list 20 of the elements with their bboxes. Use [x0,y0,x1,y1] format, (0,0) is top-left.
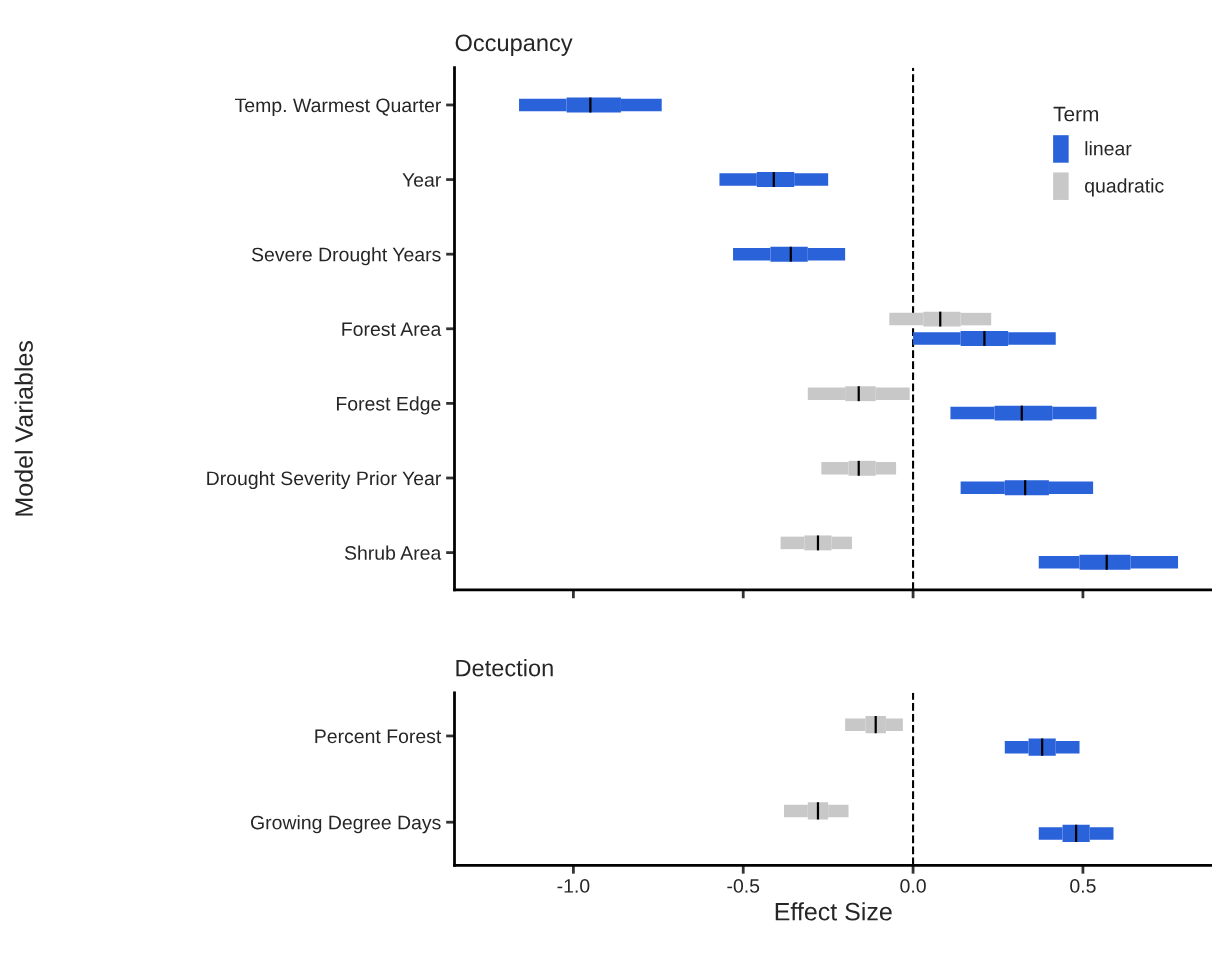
x-tick-label: -0.5 [727,879,760,893]
y-tick-label: Severe Drought Years [251,247,441,266]
y-tick-label: Temp. Warmest Quarter [235,98,441,117]
y-tick-label: Forest Area [342,322,442,337]
y-tick-label: Growing Degree Days [251,815,441,834]
x-tick-label: 0.5 [1070,879,1096,893]
x-tick-label: -1.0 [557,879,590,893]
legend-label: quadratic [1085,178,1164,197]
legend-label: linear [1085,141,1132,156]
x-tick-label: 0.0 [900,879,926,893]
x-axis-title: Effect Size [775,902,892,921]
chart-title: Occupancy [455,34,573,56]
legend-title: Term [1053,106,1099,122]
y-tick-label: Year [402,173,441,187]
y-tick-label: Drought Severity Prior Year [207,470,441,490]
y-tick-label: Forest Edge [336,396,441,415]
y-axis-title: Model Variables [14,341,33,516]
chart-title: Detection [456,659,553,677]
y-tick-label: Shrub Area [344,545,442,560]
y-tick-label: Percent Forest [315,729,442,744]
